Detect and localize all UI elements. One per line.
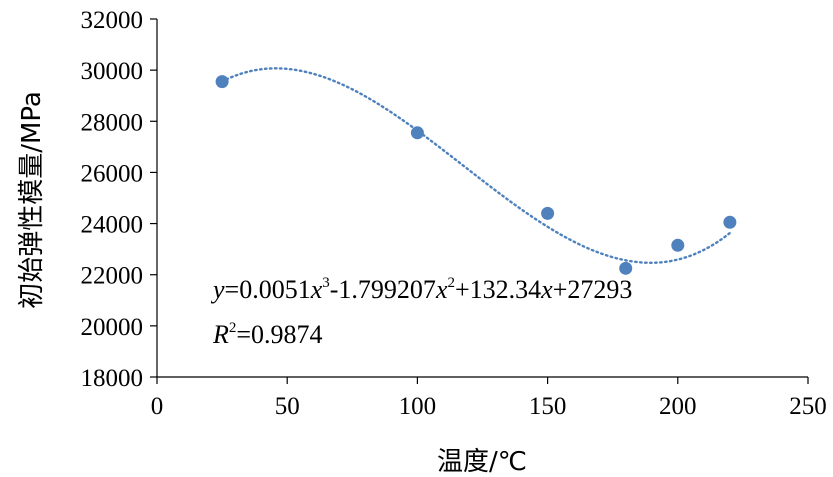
x-tick-label: 150 (529, 393, 567, 420)
data-point (541, 206, 555, 220)
data-point (215, 75, 229, 89)
y-ticks: 18000 20000 22000 24000 26000 28000 30000 32000 (81, 7, 157, 392)
x-axis-title: 温度/℃ (437, 447, 527, 477)
equation-annotation: y=0.0051x3-1.799207x2+132.34x+27293 (210, 275, 632, 304)
x-tick-label: 250 (789, 393, 827, 420)
data-point (723, 215, 737, 229)
y-axis-title: 初始弹性模量/MPa (17, 91, 47, 309)
trendline (220, 67, 732, 264)
data-points (215, 75, 737, 275)
data-point (619, 261, 633, 275)
y-tick-label: 24000 (81, 212, 144, 239)
y-tick-label: 22000 (81, 263, 144, 290)
y-tick-label: 28000 (81, 109, 144, 136)
y-tick-label: 30000 (81, 58, 144, 85)
y-tick-label: 26000 (81, 160, 144, 187)
y-tick-label: 20000 (81, 314, 144, 341)
r-squared-annotation: R2=0.9874 (212, 320, 323, 349)
x-tick-label: 200 (659, 393, 697, 420)
x-tick-label: 0 (151, 393, 164, 420)
y-tick-label: 32000 (81, 7, 144, 34)
x-tick-label: 50 (275, 393, 300, 420)
data-point (671, 238, 685, 252)
x-tick-label: 100 (399, 393, 437, 420)
data-point (410, 126, 424, 140)
x-ticks: 0 50 100 150 200 250 (151, 377, 827, 420)
axes (156, 19, 808, 378)
y-tick-label: 18000 (81, 365, 144, 392)
